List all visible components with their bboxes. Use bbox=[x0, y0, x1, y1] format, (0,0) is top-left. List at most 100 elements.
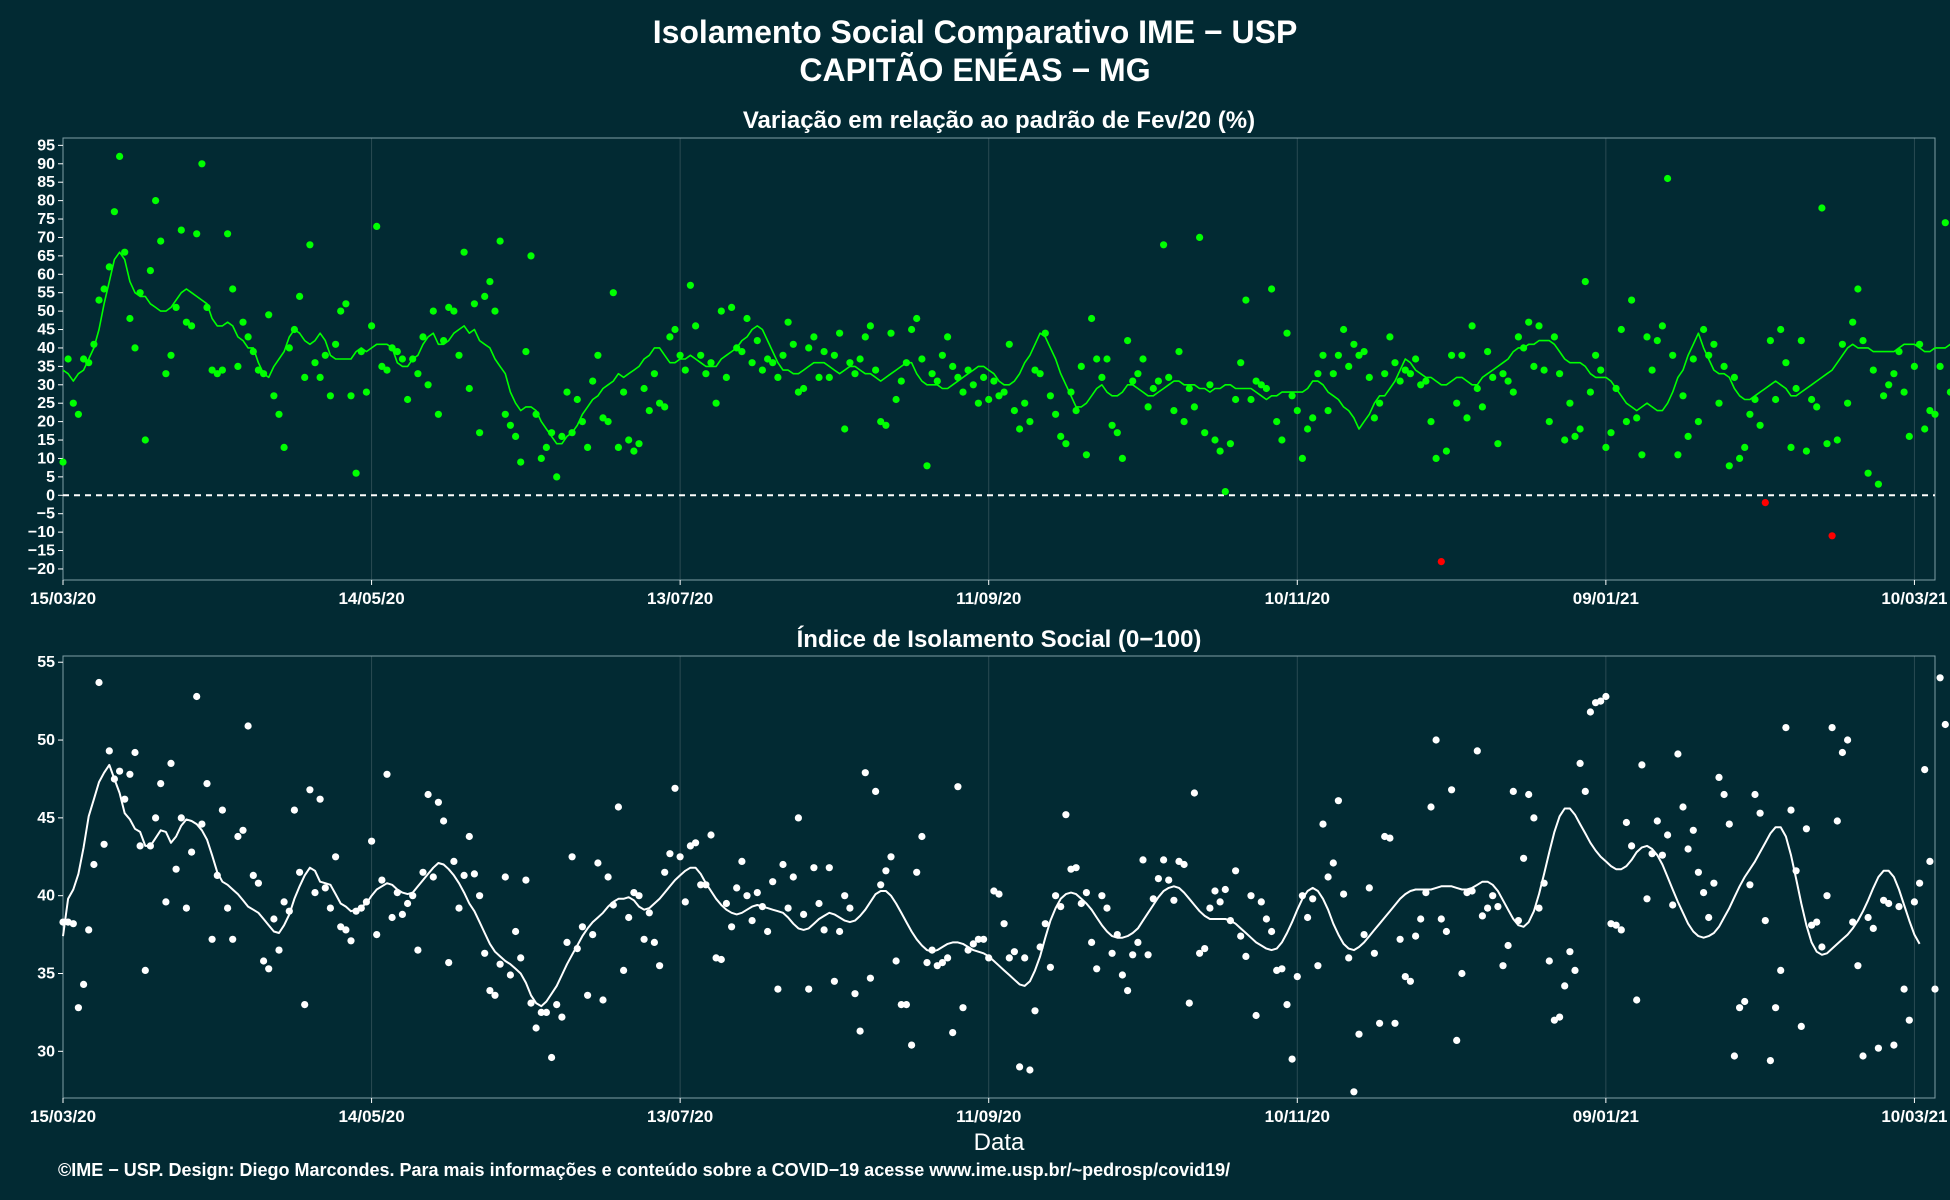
data-point bbox=[90, 860, 98, 869]
data-point bbox=[270, 915, 278, 923]
data-point bbox=[1684, 845, 1692, 853]
data-point bbox=[1494, 903, 1502, 911]
data-point bbox=[1154, 377, 1162, 385]
data-point bbox=[851, 990, 859, 998]
data-point bbox=[1556, 1013, 1564, 1021]
data-point bbox=[614, 803, 623, 811]
data-point bbox=[1664, 174, 1672, 183]
data-point bbox=[537, 454, 545, 462]
data-point bbox=[146, 267, 154, 275]
data-point bbox=[1293, 973, 1301, 981]
y-tick-label: 0 bbox=[46, 487, 55, 504]
data-point bbox=[1586, 388, 1594, 396]
data-point bbox=[743, 892, 751, 900]
data-point bbox=[434, 410, 442, 418]
data-point bbox=[841, 892, 849, 900]
data-point bbox=[373, 931, 381, 939]
data-point bbox=[1617, 325, 1625, 334]
data-point bbox=[1813, 403, 1821, 411]
data-point bbox=[949, 362, 957, 370]
data-point bbox=[964, 366, 972, 374]
plot-frame bbox=[62, 655, 1936, 1099]
data-point bbox=[573, 395, 581, 404]
data-point bbox=[1334, 797, 1342, 805]
data-point bbox=[152, 197, 160, 205]
data-point bbox=[1746, 410, 1754, 418]
data-point bbox=[1350, 1088, 1358, 1096]
data-point bbox=[296, 868, 304, 876]
data-point bbox=[157, 780, 165, 788]
data-point bbox=[1617, 926, 1625, 934]
data-point bbox=[1211, 887, 1219, 895]
data-point bbox=[1931, 410, 1939, 418]
data-point bbox=[753, 889, 761, 897]
data-point bbox=[1417, 381, 1425, 389]
data-point bbox=[1036, 370, 1044, 378]
data-point bbox=[1489, 892, 1497, 900]
data-point bbox=[1463, 414, 1471, 422]
data-point bbox=[1309, 895, 1317, 903]
data-point bbox=[923, 462, 931, 470]
data-point bbox=[362, 388, 370, 396]
data-point bbox=[414, 370, 422, 378]
data-point bbox=[738, 348, 746, 356]
data-point bbox=[1586, 708, 1594, 716]
data-point bbox=[332, 340, 340, 348]
data-point bbox=[275, 410, 283, 418]
x-tick-label: 14/05/20 bbox=[338, 1107, 404, 1126]
data-point bbox=[1777, 966, 1785, 975]
data-point bbox=[522, 348, 530, 356]
data-point bbox=[949, 1029, 957, 1037]
data-point bbox=[717, 955, 725, 964]
data-point bbox=[280, 898, 288, 906]
data-point bbox=[1098, 373, 1106, 381]
data-point bbox=[1916, 340, 1924, 348]
data-point bbox=[969, 940, 977, 948]
data-point bbox=[1622, 818, 1630, 827]
data-point bbox=[229, 935, 237, 943]
data-point bbox=[707, 831, 715, 839]
data-point bbox=[1772, 395, 1780, 404]
data-point bbox=[110, 208, 118, 216]
data-point bbox=[1520, 854, 1528, 862]
data-point bbox=[681, 898, 689, 906]
data-point bbox=[1062, 440, 1070, 448]
data-point bbox=[1118, 454, 1126, 462]
data-point bbox=[650, 938, 659, 947]
data-point bbox=[1880, 392, 1888, 400]
data-point bbox=[1648, 850, 1656, 858]
data-point bbox=[1530, 362, 1538, 370]
data-point bbox=[188, 848, 196, 856]
data-point bbox=[481, 292, 489, 300]
data-point bbox=[872, 366, 880, 374]
data-point bbox=[640, 384, 648, 393]
data-point bbox=[1237, 932, 1245, 940]
data-point bbox=[1946, 388, 1950, 396]
data-point bbox=[1910, 898, 1918, 906]
data-point bbox=[584, 991, 592, 999]
data-point bbox=[1401, 366, 1409, 374]
data-point bbox=[625, 436, 633, 444]
data-point bbox=[1550, 1016, 1558, 1024]
data-point bbox=[455, 351, 463, 359]
data-point bbox=[1813, 918, 1821, 926]
data-point bbox=[224, 230, 232, 238]
data-point bbox=[1396, 935, 1404, 943]
data-point bbox=[1540, 366, 1548, 374]
data-point bbox=[342, 926, 350, 934]
data-point bbox=[218, 806, 226, 814]
data-point bbox=[1453, 1036, 1461, 1044]
data-point bbox=[1134, 938, 1142, 947]
data-point bbox=[1026, 418, 1034, 426]
data-point bbox=[625, 913, 633, 922]
data-point bbox=[1921, 766, 1929, 774]
data-point bbox=[455, 904, 463, 912]
data-point bbox=[1273, 418, 1281, 426]
data-point bbox=[1730, 1052, 1738, 1060]
data-point bbox=[1221, 488, 1229, 496]
data-point bbox=[316, 373, 324, 381]
data-point bbox=[1345, 362, 1353, 370]
data-point bbox=[213, 871, 221, 880]
data-point bbox=[517, 954, 525, 962]
data-point bbox=[80, 355, 88, 363]
